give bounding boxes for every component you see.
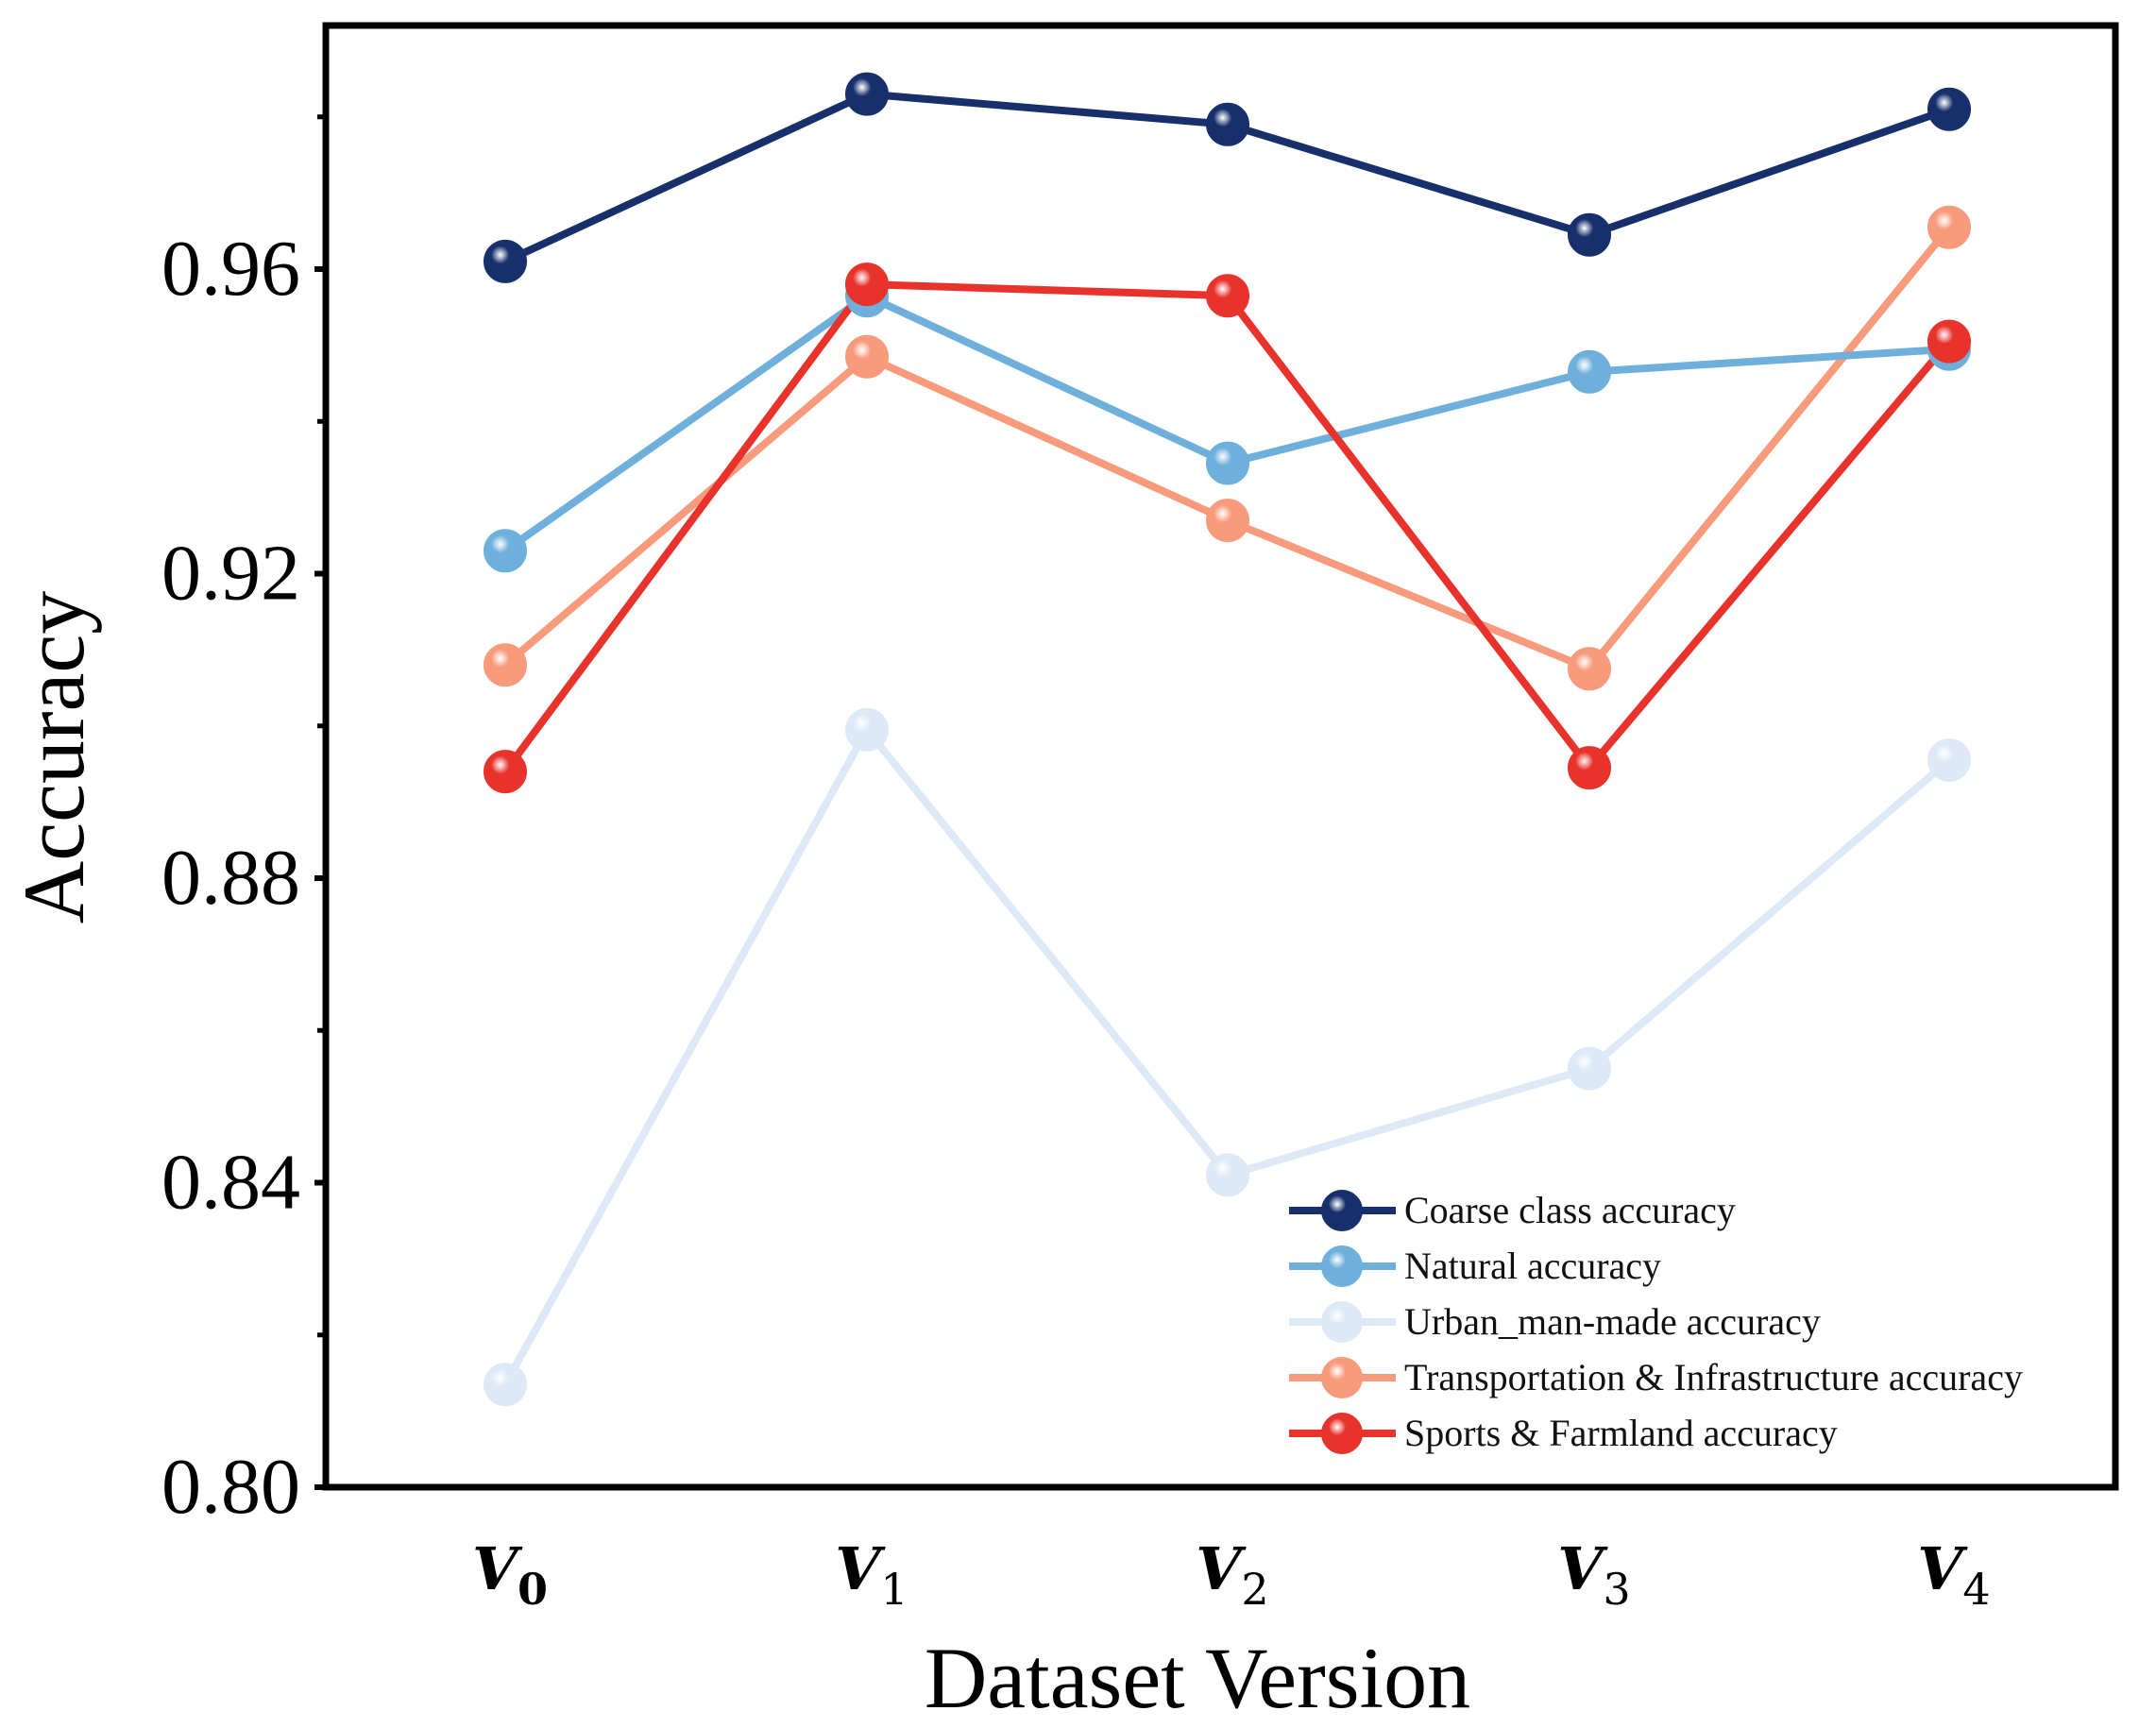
data-point xyxy=(1206,499,1249,543)
plot-frame xyxy=(322,22,2119,1491)
legend-label: Natural accuracy xyxy=(1404,1245,1661,1287)
legend: Coarse class accuracy Natural accuracy Urb… xyxy=(1289,1189,2023,1454)
data-point xyxy=(484,750,527,794)
data-point xyxy=(1927,87,1971,131)
y-tick-label: 0.84 xyxy=(161,1139,300,1227)
legend-label: Coarse class accuracy xyxy=(1404,1189,1736,1231)
y-tick-label: 0.96 xyxy=(161,225,300,313)
data-point xyxy=(845,334,889,379)
x-tick-label: V4 xyxy=(1917,1534,1990,1615)
data-point xyxy=(484,529,527,573)
legend-swatch-marker xyxy=(1321,1245,1363,1287)
legend-swatch-marker xyxy=(1321,1301,1363,1343)
data-point xyxy=(484,239,527,283)
series-line xyxy=(501,725,1953,1389)
data-point xyxy=(1927,319,1971,364)
y-axis-title: Accuracy xyxy=(6,591,102,923)
x-axis-title: Dataset Version xyxy=(925,1630,1470,1726)
data-point xyxy=(1568,1046,1611,1091)
data-point xyxy=(1206,1153,1249,1197)
legend-swatch-marker xyxy=(1321,1190,1363,1231)
data-point xyxy=(484,1363,527,1407)
data-point xyxy=(845,72,889,116)
y-tick-label: 0.80 xyxy=(161,1443,300,1531)
data-point xyxy=(484,643,527,687)
data-point xyxy=(1927,205,1971,249)
y-tick-label: 0.92 xyxy=(161,530,300,618)
x-tick-label: V1 xyxy=(835,1534,908,1615)
x-tick-label: V3 xyxy=(1557,1534,1630,1615)
y-tick-label: 0.88 xyxy=(161,834,300,922)
data-point xyxy=(1568,746,1611,790)
legend-label: Sports & Farmland accuracy xyxy=(1404,1412,1838,1454)
legend-label: Transportation & Infrastructure accuracy xyxy=(1404,1356,2023,1398)
legend-label: Urban_man-made accuracy xyxy=(1404,1300,1821,1343)
data-point xyxy=(1568,349,1611,394)
data-point xyxy=(1206,274,1249,318)
legend-swatch-marker xyxy=(1321,1413,1363,1454)
data-point xyxy=(845,263,889,307)
x-tick-label: V0 xyxy=(472,1534,548,1615)
data-point xyxy=(1568,647,1611,691)
data-point xyxy=(1206,441,1249,485)
series-markers xyxy=(484,72,1971,1407)
legend-swatch-marker xyxy=(1321,1357,1363,1398)
y-axis: 0.80 0.84 0.88 0.92 0.96 xyxy=(161,114,326,1531)
data-point xyxy=(845,707,889,752)
data-point xyxy=(1568,212,1611,257)
x-axis: V0 V1 V2 V3 V4 xyxy=(472,1534,1991,1615)
x-tick-label: V2 xyxy=(1196,1534,1268,1615)
data-point xyxy=(1206,102,1249,146)
data-point xyxy=(1927,738,1971,782)
